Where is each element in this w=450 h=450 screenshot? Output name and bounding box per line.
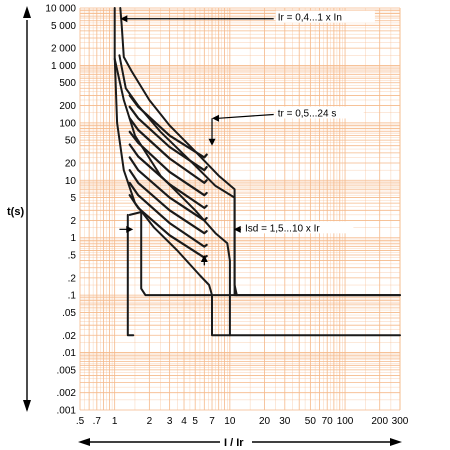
x-tick-label: 5: [192, 416, 198, 427]
x-tick-label: 200: [371, 416, 388, 427]
annotations: Ir = 0,4...1 x In tr = 0,5...24 s Isd = 1,…: [119, 10, 375, 266]
trip-curves: [113, 7, 401, 337]
y-tick-label: .001: [57, 406, 77, 417]
x-tick-label: 300: [392, 416, 409, 427]
y-tick-label: .01: [62, 348, 76, 359]
y-tick-label: 200: [59, 101, 76, 112]
x-axis-arrow-right-icon: [390, 438, 402, 446]
x-tick-label: 10: [224, 416, 236, 427]
y-axis: t(s): [7, 6, 31, 412]
x-tick-label: 70: [322, 416, 334, 427]
trip-curve-4: [126, 213, 135, 337]
trip-curve-1: [113, 7, 401, 337]
x-tick-label: 7: [209, 416, 215, 427]
annotation-arrow-icon: [233, 225, 241, 233]
x-tick-label: 50: [305, 416, 317, 427]
x-tick-label: 2: [147, 416, 153, 427]
x-tick-label: 20: [259, 416, 271, 427]
y-tick-label: .002: [57, 388, 77, 399]
x-tick-labels: .5 .7 1 2 3 4 5 7 10 20 30 50 70 100 200 300: [76, 416, 409, 427]
x-tick-label: 4: [181, 416, 187, 427]
trip-curve-10: [128, 130, 208, 197]
annotation-label: tr = 0,5...24 s: [278, 108, 337, 119]
y-tick-label: 10: [65, 176, 77, 187]
y-tick-label: 2 000: [51, 44, 76, 55]
x-tick-label: 30: [279, 416, 291, 427]
annotation-label-backing: [275, 10, 375, 23]
y-axis-arrow-up-icon: [23, 6, 31, 18]
y-tick-label: .02: [62, 331, 76, 342]
trip-curve-7: [128, 94, 208, 159]
y-tick-label: .005: [57, 365, 77, 376]
trip-curve-13: [128, 169, 208, 235]
x-tick-label: .5: [76, 416, 85, 427]
x-tick-label: 1: [112, 416, 118, 427]
y-tick-label: 1: [70, 233, 76, 244]
y-tick-label: 2: [70, 216, 76, 227]
x-axis: I / Ir: [78, 434, 402, 449]
y-tick-label: 100: [59, 118, 76, 129]
y-tick-label: 500: [59, 78, 76, 89]
annotation-label-backing: [242, 221, 354, 234]
y-tick-label: .2: [68, 273, 77, 284]
y-tick-label: .5: [68, 251, 77, 262]
trip-curve-11: [128, 143, 208, 209]
x-axis-title: I / Ir: [224, 437, 244, 449]
bracket-arrow-up-icon: [200, 255, 208, 263]
y-tick-labels: 10 000 5 000 2 000 1 000 500 200 100 50 20 10 5 2 1.…: [45, 4, 76, 417]
y-tick-label: 10 000: [45, 4, 76, 15]
trip-curve-9: [128, 117, 208, 184]
x-axis-arrow-left-icon: [78, 438, 90, 446]
y-tick-label: .05: [62, 308, 76, 319]
y-tick-label: 1 000: [51, 61, 76, 72]
y-tick-label: 50: [65, 136, 77, 147]
trip-curve-6: [113, 57, 231, 337]
x-tick-label: 100: [337, 416, 354, 427]
x-tick-label: .7: [93, 416, 102, 427]
trip-curve-12: [128, 156, 208, 222]
annotation-arrow-down-icon: [208, 138, 216, 146]
y-tick-label: 5 000: [51, 21, 76, 32]
x-tick-label: 3: [167, 416, 173, 427]
x-axis-title-backing: [220, 434, 252, 448]
annotation-arrow-icon: [120, 15, 128, 23]
trip-curve-8: [128, 105, 208, 172]
annotation-leader-2: [217, 113, 274, 119]
annotation-arrow-icon: [212, 114, 220, 122]
y-tick-label: 5: [70, 193, 76, 204]
trip-curve-14: [128, 181, 208, 248]
bracket-arrow-icon: [126, 225, 134, 233]
y-axis-arrow-down-icon: [23, 400, 31, 412]
y-tick-label: .1: [68, 291, 77, 302]
y-axis-title: t(s): [7, 206, 24, 218]
y-tick-label: 20: [65, 158, 77, 169]
annotation-label-backing: [275, 106, 364, 119]
annotation-label: Isd = 1,5...10 x Ir: [245, 223, 320, 234]
trip-curve-5: [118, 54, 238, 297]
annotation-label: Ir = 0,4...1 x In: [278, 13, 342, 24]
